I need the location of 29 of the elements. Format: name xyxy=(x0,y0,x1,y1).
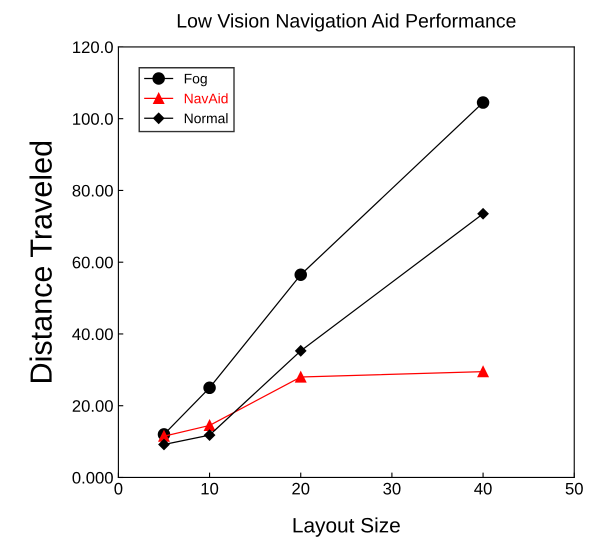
point xyxy=(478,366,489,378)
point xyxy=(477,208,489,220)
legend-label: NavAid xyxy=(184,93,228,104)
point xyxy=(294,268,307,282)
point xyxy=(203,382,216,394)
x-axis-title: Layout Size xyxy=(294,517,400,537)
x-tick-label: 0 xyxy=(114,482,122,495)
point xyxy=(204,430,216,441)
x-tick-label: 50 xyxy=(566,482,583,495)
legend-label: Normal xyxy=(184,113,228,124)
y-tick-label: 120.0 xyxy=(73,41,113,54)
y-tick-label: 0.000 xyxy=(72,472,113,484)
y-tick-label: 60.00 xyxy=(72,256,113,268)
y-tick-label: 40.00 xyxy=(72,328,113,340)
point xyxy=(204,420,216,432)
point xyxy=(158,438,170,450)
x-tick-label: 40 xyxy=(474,482,492,495)
y-tick-label: 100.0 xyxy=(73,113,113,125)
chart-title: Low Vision Navigation Aid Performance xyxy=(178,13,516,32)
y-tick-label: 20.00 xyxy=(72,400,113,412)
point xyxy=(295,371,306,383)
point xyxy=(476,96,490,109)
x-tick-label: 10 xyxy=(202,482,218,495)
legend-label: Fog xyxy=(184,74,207,86)
point xyxy=(295,345,306,356)
y-tick-label: 80.00 xyxy=(72,184,113,197)
y-axis-title: Distance Traveled xyxy=(29,142,52,382)
x-tick-label: 30 xyxy=(383,482,401,495)
x-tick-label: 20 xyxy=(292,482,310,495)
